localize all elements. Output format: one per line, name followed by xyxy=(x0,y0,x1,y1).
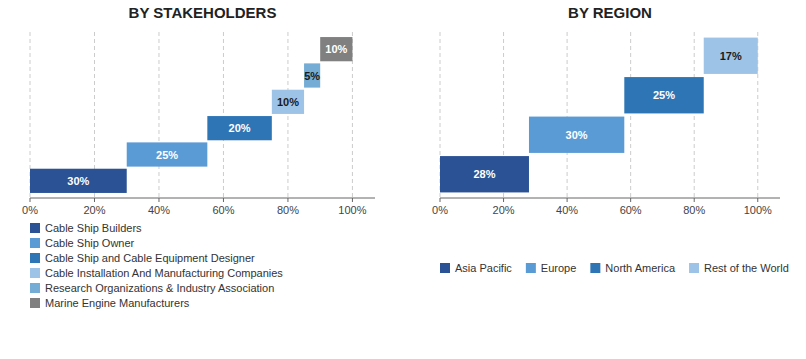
legend-swatch xyxy=(30,268,40,278)
bars xyxy=(440,38,758,193)
legend: Cable Ship Builders Cable Ship Owner Cable… xyxy=(30,222,283,309)
bar xyxy=(207,116,271,140)
tick-mark xyxy=(352,198,353,202)
bar xyxy=(704,38,758,74)
chart-title: BY STAKEHOLDERS xyxy=(129,4,277,21)
data-label: 5% xyxy=(304,70,320,82)
bars xyxy=(30,37,352,193)
grid-line xyxy=(158,32,159,198)
legend-label: Rest of the World xyxy=(704,262,789,274)
x-axis-line xyxy=(30,198,375,199)
data-label: 20% xyxy=(229,122,251,134)
legend-label: Research Organizations & Industry Associ… xyxy=(45,282,274,294)
tick-label: 100% xyxy=(744,204,772,216)
legend-swatch xyxy=(689,263,699,273)
tick-mark xyxy=(287,198,288,202)
data-label: 10% xyxy=(277,96,299,108)
legend-label: Europe xyxy=(541,262,576,274)
tick-label: 20% xyxy=(493,204,515,216)
legend-label: Marine Engine Manufacturers xyxy=(45,297,190,309)
grid-line xyxy=(694,32,695,198)
legend-label: North America xyxy=(605,262,676,274)
tick-label: 40% xyxy=(556,204,578,216)
tick-mark xyxy=(158,198,159,202)
chart-title: BY REGION xyxy=(568,4,652,21)
tick-label: 40% xyxy=(148,204,170,216)
chart-panel: BY STAKEHOLDERS 0% 20% 40% 60% 80% 100% 30% 25% 2… xyxy=(22,4,375,309)
legend-label: Cable Ship Builders xyxy=(45,222,142,234)
tick-label: 80% xyxy=(277,204,299,216)
data-label: 28% xyxy=(473,168,495,180)
bar xyxy=(127,142,208,166)
tick-mark xyxy=(30,198,31,202)
bar xyxy=(320,37,352,61)
legend-label: Asia Pacific xyxy=(455,262,512,274)
tick-label: 100% xyxy=(338,204,366,216)
tick-label: 0% xyxy=(22,204,38,216)
tick-mark xyxy=(567,198,568,202)
legend-swatch xyxy=(30,283,40,293)
data-label: 30% xyxy=(67,175,89,187)
tick-mark xyxy=(440,198,441,202)
tick-mark xyxy=(694,198,695,202)
legend-label: Cable Installation And Manufacturing Com… xyxy=(45,267,283,279)
data-label: 25% xyxy=(653,89,675,101)
data-label: 17% xyxy=(720,50,742,62)
tick-label: 60% xyxy=(212,204,234,216)
data-labels: 30% 25% 20% 10% 5% 10% xyxy=(67,43,347,187)
bar xyxy=(30,169,127,193)
data-labels: 28% 30% 25% 17% xyxy=(473,50,741,181)
legend-swatch xyxy=(440,263,450,273)
grid-line xyxy=(630,32,631,198)
legend-swatch xyxy=(30,253,40,263)
data-label: 25% xyxy=(156,149,178,161)
chart-panel: BY REGION 0% 20% 40% 60% 80% 100% 28% 30% 25% 17% A… xyxy=(432,4,789,274)
tick-label: 0% xyxy=(432,204,448,216)
legend-label: Cable Ship Owner xyxy=(45,237,135,249)
grid-line xyxy=(287,32,288,198)
bar xyxy=(440,156,529,192)
tick-mark xyxy=(503,198,504,202)
tick-label: 80% xyxy=(683,204,705,216)
grid-line xyxy=(567,32,568,198)
grid-line xyxy=(223,32,224,198)
data-label: 10% xyxy=(325,43,347,55)
legend-swatch xyxy=(590,263,600,273)
tick-mark xyxy=(630,198,631,202)
tick-mark xyxy=(757,198,758,202)
tick-label: 20% xyxy=(83,204,105,216)
legend-label: Cable Ship and Cable Equipment Designer xyxy=(45,252,255,264)
legend-swatch xyxy=(526,263,536,273)
chart-root: BY STAKEHOLDERS0%20%40%60%80%100%30%25%2… xyxy=(0,0,806,359)
bar xyxy=(272,90,304,114)
bar xyxy=(304,63,320,87)
data-label: 30% xyxy=(566,129,588,141)
tick-mark xyxy=(223,198,224,202)
legend-swatch xyxy=(30,223,40,233)
legend-swatch xyxy=(30,298,40,308)
tick-mark xyxy=(94,198,95,202)
bar xyxy=(624,77,703,113)
legend-swatch xyxy=(30,238,40,248)
bar xyxy=(529,117,624,153)
x-axis-line xyxy=(440,198,780,199)
tick-label: 60% xyxy=(620,204,642,216)
legend: Asia Pacific Europe North America Rest of t… xyxy=(440,262,789,274)
